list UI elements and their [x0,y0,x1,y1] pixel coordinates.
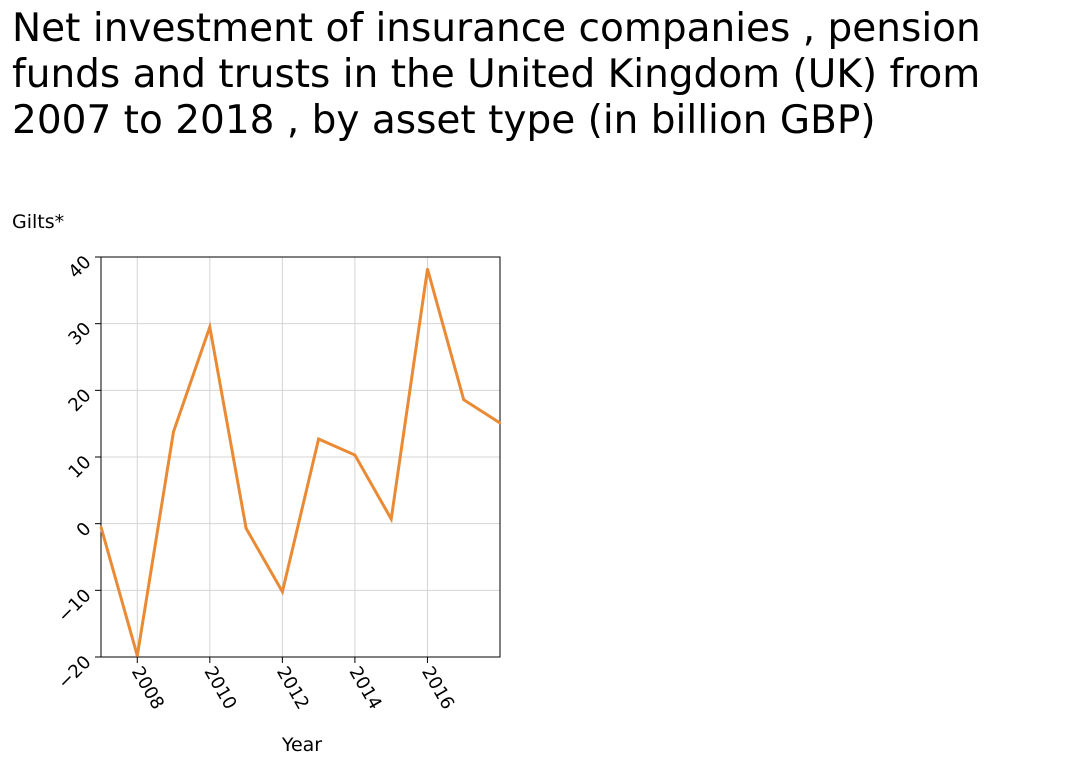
data-point [353,453,357,457]
y-tick-label: −10 [54,585,96,627]
y-tick-label: 30 [64,318,95,349]
data-point [281,590,284,593]
data-point [208,325,211,329]
x-tick-label: 2010 [199,663,240,713]
x-tick-label: 2012 [272,663,313,713]
data-point [317,437,320,441]
y-tick-label: −20 [54,652,96,694]
series-line [99,268,501,657]
data-point [136,654,139,657]
grid [101,256,500,658]
data-point [462,398,465,401]
y-tick-label: 20 [64,385,95,416]
y-axis-label: Gilts* [12,211,64,233]
data-point [498,421,502,425]
x-tick-label: 2016 [417,663,458,713]
data-point [390,517,393,521]
data-point [244,527,248,530]
data-point [172,430,175,433]
y-tick-label: 40 [64,252,95,283]
chart-title: Net investment of insurance companies , … [12,6,981,143]
x-tick-label: 2014 [345,663,386,713]
data-point [99,525,103,529]
series-layer [99,267,502,657]
y-tick-label: 0 [73,518,96,541]
x-axis-label: Year [281,734,322,756]
data-point [426,267,429,271]
x-tick-label: 2008 [127,663,168,713]
y-tick-label: 10 [64,452,95,483]
